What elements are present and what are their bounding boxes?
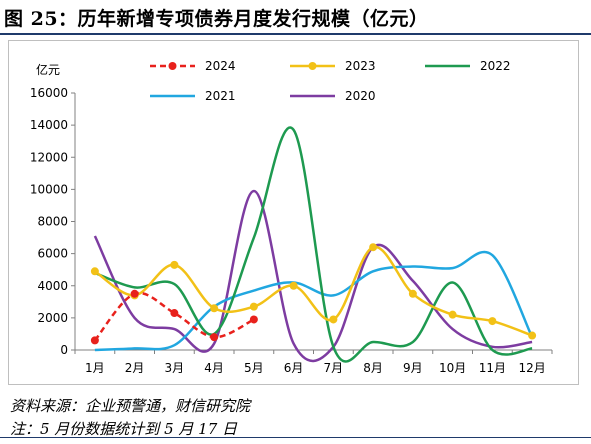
data-point-2023 — [249, 302, 258, 311]
y-unit-label: 亿元 — [36, 62, 60, 77]
x-tick-label: 7月 — [324, 361, 344, 375]
x-tick-label: 11月 — [479, 361, 506, 375]
x-tick-label: 10月 — [439, 361, 466, 375]
series-line-2021 — [94, 250, 534, 352]
legend-label-2023: 2023 — [345, 59, 376, 73]
y-tick-label: 0 — [60, 343, 68, 357]
y-tick-label: 4000 — [37, 279, 68, 293]
x-tick-label: 4月 — [204, 361, 224, 375]
legend-label-2022: 2022 — [480, 59, 511, 73]
footnote: 注：5 月份数据统计到 5 月 17 日 — [10, 420, 238, 438]
data-point-2024 — [90, 336, 99, 345]
legend-marker-2023 — [308, 62, 317, 70]
data-point-2023 — [369, 243, 378, 252]
y-tick-label: 16000 — [30, 86, 68, 100]
x-tick-label: 12月 — [518, 361, 545, 375]
data-point-2024 — [170, 309, 179, 318]
data-point-2023 — [210, 304, 219, 313]
y-tick-label: 12000 — [30, 150, 68, 164]
legend-marker-2024 — [168, 62, 177, 70]
data-point-2023 — [528, 331, 537, 340]
data-point-2023 — [329, 315, 338, 324]
data-point-2023 — [90, 267, 99, 276]
data-point-2023 — [289, 281, 298, 290]
source-note: 资料来源：企业预警通，财信研究院 — [10, 397, 251, 415]
x-tick-label: 5月 — [244, 361, 264, 375]
data-point-2023 — [170, 260, 179, 269]
y-tick-label: 8000 — [37, 215, 68, 229]
x-tick-label: 8月 — [363, 361, 383, 375]
x-tick-label: 6月 — [284, 361, 304, 375]
data-point-2023 — [408, 289, 417, 298]
y-tick-label: 6000 — [37, 247, 68, 261]
title-divider — [0, 33, 591, 35]
series-line-2024 — [93, 291, 255, 342]
x-tick-label: 9月 — [403, 361, 423, 375]
data-point-2023 — [488, 317, 497, 326]
x-tick-label: 1月 — [85, 361, 105, 375]
bottom-divider — [0, 437, 591, 438]
series-line-2020 — [93, 189, 533, 363]
legend-label-2020: 2020 — [345, 89, 376, 103]
x-tick-label: 2月 — [125, 361, 145, 375]
x-tick-label: 3月 — [165, 361, 185, 375]
data-point-2024 — [249, 315, 258, 324]
y-tick-label: 10000 — [30, 182, 68, 196]
chart-frame — [8, 40, 579, 385]
data-point-2023 — [448, 310, 457, 319]
data-point-2024 — [210, 333, 219, 342]
y-tick-label: 14000 — [30, 118, 68, 132]
y-tick-label: 2000 — [37, 311, 68, 325]
data-point-2024 — [130, 289, 139, 298]
legend-label-2021: 2021 — [205, 89, 236, 103]
figure-title: 图 25：历年新增专项债券月度发行规模（亿元） — [4, 8, 429, 30]
legend-label-2024: 2024 — [205, 59, 236, 73]
series-line-2022 — [94, 126, 533, 363]
